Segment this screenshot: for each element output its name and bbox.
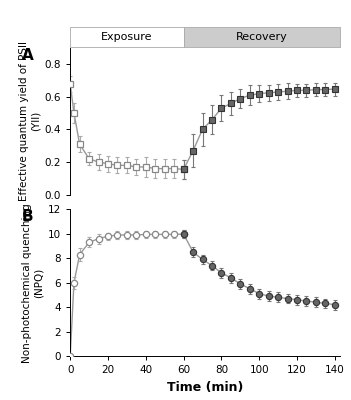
Text: Exposure: Exposure	[101, 32, 153, 42]
Bar	[70, 28, 184, 46]
X-axis label: Time (min): Time (min)	[167, 380, 244, 394]
Y-axis label: Effective quantum yield of PSII
(YII): Effective quantum yield of PSII (YII)	[19, 41, 40, 201]
Text: A: A	[21, 48, 33, 63]
Text: B: B	[21, 209, 33, 224]
Y-axis label: Non-photochemical quenching
(NPQ): Non-photochemical quenching (NPQ)	[22, 203, 44, 362]
Bar	[184, 28, 340, 46]
Text: Recovery: Recovery	[236, 32, 288, 42]
